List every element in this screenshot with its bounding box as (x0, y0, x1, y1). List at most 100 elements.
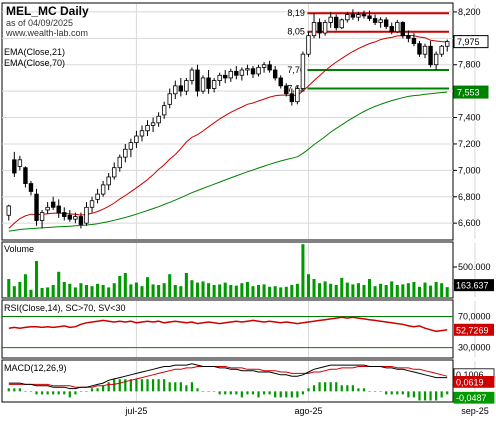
macd-hist-bar (135, 379, 138, 392)
volume-bar (423, 282, 427, 297)
volume-bar (34, 261, 39, 297)
volume-bar (406, 283, 410, 297)
volume-bar (301, 244, 305, 297)
candle (17, 155, 23, 171)
candle (372, 14, 378, 26)
candle (112, 162, 117, 180)
volume-bar (312, 279, 316, 297)
ema-lines (8, 34, 448, 232)
candle (200, 75, 206, 94)
rsi-last-tag (454, 323, 494, 336)
macd-hist-bar (362, 388, 366, 392)
last-price-tag (453, 35, 489, 49)
macd-hist-bar (407, 391, 410, 398)
candle-body (411, 37, 417, 45)
candle (267, 60, 272, 73)
volume-bar (251, 286, 255, 297)
candle-body (300, 53, 306, 89)
candle-body (117, 156, 122, 169)
candle-body (73, 216, 78, 220)
rsi-panel (1, 299, 454, 359)
candle-body (272, 69, 278, 79)
candle (339, 18, 344, 30)
candle (234, 66, 239, 80)
candle-body (156, 115, 161, 124)
volume-bar (162, 283, 166, 297)
volume-bar (168, 274, 172, 297)
macd-hist-bar (213, 391, 216, 392)
volume-bar (179, 286, 183, 297)
candle-body (306, 35, 311, 55)
candle-body (339, 19, 344, 29)
macd-hist-bar (29, 391, 33, 392)
macd-hist-bar (440, 391, 443, 398)
macd-hist-bar (207, 391, 210, 392)
volume-bar (273, 286, 277, 297)
volume-bar (268, 286, 272, 297)
level-label: 8,05 (287, 27, 305, 37)
ema70-line (8, 91, 448, 232)
candle (439, 44, 444, 57)
candle-body (184, 80, 189, 92)
volume-bar (234, 285, 238, 297)
price-tick-label: 6,800 (458, 192, 481, 202)
macd-hist-bar (429, 391, 432, 401)
candle (106, 172, 111, 191)
volume-bar (68, 283, 72, 297)
candle (134, 130, 139, 148)
candle (45, 202, 50, 214)
candle-body (167, 93, 172, 105)
candle (389, 22, 394, 35)
macd-hist-bar (246, 391, 249, 395)
macd-hist-bar (285, 391, 288, 398)
candle (195, 64, 200, 97)
candle-body (84, 206, 89, 224)
macd-last-tag (453, 391, 495, 404)
volume-bar (412, 282, 416, 297)
candle-body (378, 19, 383, 23)
macd-hist-bar (63, 391, 66, 395)
candle-body (395, 22, 400, 33)
candle-body (217, 74, 222, 81)
volume-bar (173, 285, 177, 297)
candle-body (62, 212, 67, 217)
volume-bar (279, 287, 283, 297)
macd-hist-bar (307, 388, 310, 392)
volume-bar (229, 285, 233, 297)
axis-labels: 6,6006,8007,0007,2007,4007,6007,8008,000… (124, 7, 495, 416)
candle-body (12, 159, 17, 174)
volume-bar (40, 288, 44, 297)
candle (311, 13, 317, 39)
candle (328, 11, 333, 28)
rsi-title: RSI(Close,14), SC>70, SV<30 (4, 303, 126, 313)
candle-body (128, 142, 134, 150)
legend-ema21: EMA(Close,21) (4, 47, 65, 57)
candle (322, 19, 328, 36)
macd-hist-bar (218, 391, 221, 395)
volume-last-tag (454, 279, 494, 292)
rsi-tick-label: 30,0000 (458, 343, 491, 353)
candle-body (256, 66, 261, 75)
candle-body (45, 206, 50, 211)
volume-bar (445, 287, 449, 297)
volume-bar (329, 283, 333, 297)
price-panel (1, 2, 454, 241)
macd-hist-bar (113, 379, 116, 392)
volume-bar (440, 283, 444, 297)
macd-hist-bar (324, 382, 327, 392)
candle (56, 199, 61, 218)
macd-hist-bar (274, 391, 277, 398)
volume-bar (306, 274, 311, 297)
candle-body (295, 88, 300, 103)
volume-tick-label: 500.000 (458, 262, 491, 272)
macd-hist-bar (74, 391, 77, 395)
candle-body (67, 214, 73, 220)
macd-hist-bar (340, 385, 343, 392)
candle-body (211, 80, 217, 89)
macd-hist-bar (240, 391, 243, 398)
candle (306, 31, 311, 57)
macd-hist-bar (262, 391, 266, 395)
candle-body (195, 69, 200, 92)
candle-body (200, 77, 206, 92)
